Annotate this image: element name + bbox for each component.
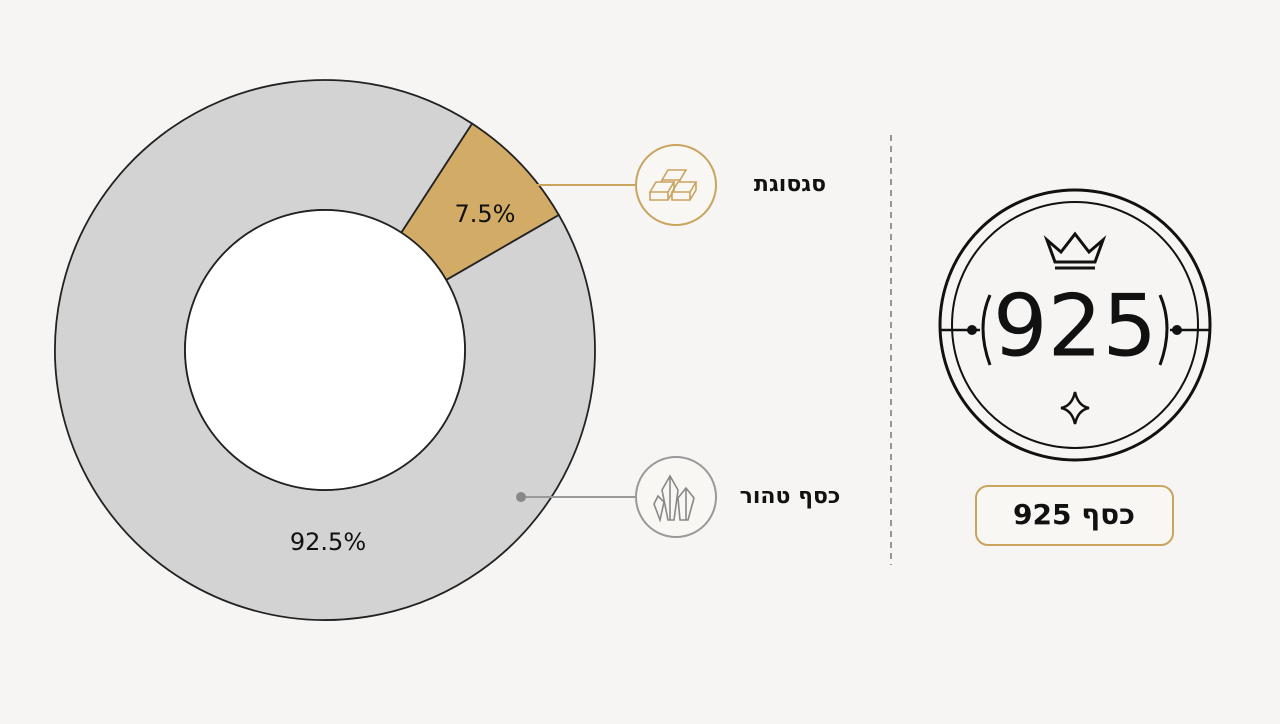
data-label: 92.5% — [290, 528, 366, 556]
data-label: 7.5% — [455, 200, 516, 228]
crystal — [653, 474, 695, 523]
badge-label: כסף 925 — [1013, 498, 1135, 531]
gold-bars — [648, 169, 698, 201]
silver-icon — [635, 456, 717, 538]
legend-label: סגסוגת — [754, 172, 826, 197]
donut-hole — [184, 209, 466, 491]
leader-dot — [516, 492, 526, 502]
badge — [975, 485, 1174, 546]
stamp-number: 925 — [993, 276, 1157, 376]
donut: 7.5% 92.5% — [54, 79, 596, 621]
legend-label: כסף טהור — [740, 484, 841, 509]
stamp: 925 — [938, 188, 1212, 462]
